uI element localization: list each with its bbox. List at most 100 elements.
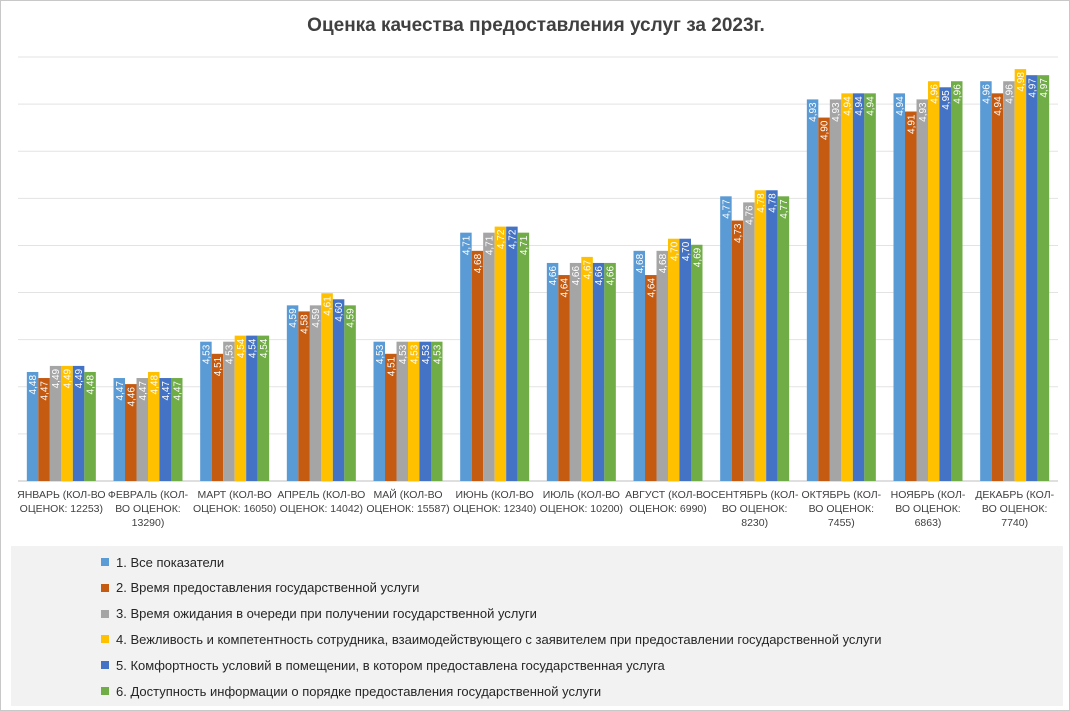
bar	[471, 250, 484, 481]
category-label: МАЙ (КОЛ-ВО ОЦЕНОК: 15587)	[366, 488, 449, 515]
bar	[829, 99, 842, 482]
data-label: 4,49	[63, 368, 74, 388]
legend-label: 4. Вежливость и компетентность сотрудник…	[116, 631, 882, 647]
data-label: 4,77	[721, 199, 732, 219]
data-label: 4,51	[386, 356, 397, 376]
category-label: ЯНВАРЬ (КОЛ-ВО ОЦЕНОК: 12253)	[17, 489, 105, 515]
bar	[171, 378, 183, 481]
bar	[691, 244, 703, 481]
bar	[633, 250, 645, 481]
data-label: 4,53	[409, 344, 420, 364]
bar	[928, 81, 940, 481]
bar	[731, 220, 744, 482]
legend-swatch	[101, 609, 109, 618]
category-label: СЕНТЯБРЬ (КОЛ-ВО ОЦЕНОК: 8230)	[711, 489, 799, 529]
bar	[159, 378, 171, 481]
data-label: 4,90	[820, 120, 831, 140]
data-label: 4,68	[473, 253, 484, 273]
bar	[1003, 81, 1015, 481]
bar	[517, 232, 530, 481]
data-label: 4,97	[1027, 78, 1038, 98]
bar	[26, 371, 39, 481]
bar	[1037, 75, 1050, 482]
data-label: 4,78	[756, 193, 767, 213]
category-label: МАРТ (КОЛ-ВО ОЦЕНОК: 16050)	[193, 489, 276, 515]
data-label: 4,66	[571, 266, 582, 286]
data-label: 4,53	[432, 344, 443, 364]
bar	[419, 341, 431, 481]
bar	[916, 99, 928, 482]
bar	[569, 262, 582, 481]
category-label: ИЮНЬ (КОЛ-ВО ОЦЕНОК: 12340)	[453, 489, 536, 515]
legend-label: 5. Комфортность условий в помещении, в к…	[116, 657, 665, 673]
data-label: 4,93	[831, 102, 842, 122]
bar	[656, 250, 668, 481]
legend-item: 1. Все показатели	[101, 552, 224, 572]
bar	[604, 262, 616, 481]
data-label: 4,59	[311, 308, 322, 328]
data-label: 4,77	[779, 199, 790, 219]
bar	[1026, 75, 1038, 482]
data-label: 4,72	[507, 229, 518, 249]
legend-swatch	[101, 687, 109, 695]
data-label: 4,54	[236, 338, 247, 358]
data-label: 4,94	[843, 96, 854, 116]
data-label: 4,49	[51, 368, 62, 388]
chart-title: Оценка качества предоставления услуг за …	[307, 15, 765, 36]
bar	[61, 365, 73, 481]
data-label: 4,95	[941, 90, 952, 110]
bar	[864, 93, 876, 481]
bar	[257, 335, 270, 481]
data-label: 4,71	[484, 235, 495, 255]
bar	[852, 93, 865, 481]
data-label: 4,47	[115, 381, 126, 401]
bar	[234, 335, 247, 481]
bar	[49, 365, 62, 481]
data-label: 4,98	[1016, 72, 1027, 92]
bar	[951, 81, 963, 481]
data-label: 4,53	[224, 344, 235, 364]
data-label: 4,66	[594, 266, 605, 286]
legend-item: 2. Время предоставления государственной …	[101, 578, 419, 598]
legend-swatch	[101, 583, 109, 592]
data-label: 4,94	[895, 96, 906, 116]
data-label: 4,66	[606, 266, 617, 286]
bar	[645, 275, 657, 481]
bar	[148, 371, 160, 481]
bar	[806, 99, 819, 482]
data-label: 4,72	[496, 229, 507, 249]
category-label: ФЕВРАЛЬ (КОЛ-ВО ОЦЕНОК: 13290)	[108, 489, 189, 529]
data-label: 4,46	[126, 387, 137, 407]
data-label: 4,49	[74, 368, 85, 388]
data-label: 4,93	[918, 102, 929, 122]
bar	[991, 93, 1004, 481]
bar	[113, 378, 125, 481]
bar	[246, 335, 258, 481]
bar	[818, 117, 830, 482]
data-label: 4,53	[398, 344, 409, 364]
category-label: НОЯБРЬ (КОЛ-ВО ОЦЕНОК: 6863)	[891, 489, 966, 529]
bar	[408, 341, 420, 481]
bar	[373, 341, 385, 481]
legend-swatch	[101, 558, 109, 566]
bar	[396, 341, 408, 481]
data-label: 4,94	[854, 96, 865, 116]
data-label: 4,69	[692, 247, 703, 267]
data-label: 4,96	[952, 84, 963, 104]
bar	[841, 93, 853, 481]
data-label: 4,70	[669, 241, 680, 261]
data-label: 4,59	[288, 308, 299, 328]
data-label: 4,76	[744, 205, 755, 225]
legend-item: 3. Время ожидания в очереди при получени…	[101, 604, 537, 624]
data-label: 4,96	[1004, 84, 1015, 104]
data-label: 4,78	[767, 193, 778, 213]
data-label: 4,47	[161, 381, 172, 401]
data-label: 4,91	[906, 114, 917, 134]
data-label: 4,64	[646, 278, 657, 298]
data-label: 4,71	[519, 235, 530, 255]
bar	[980, 81, 992, 481]
legend-swatch	[101, 661, 109, 670]
data-label: 4,58	[300, 314, 311, 334]
bar	[581, 256, 593, 481]
